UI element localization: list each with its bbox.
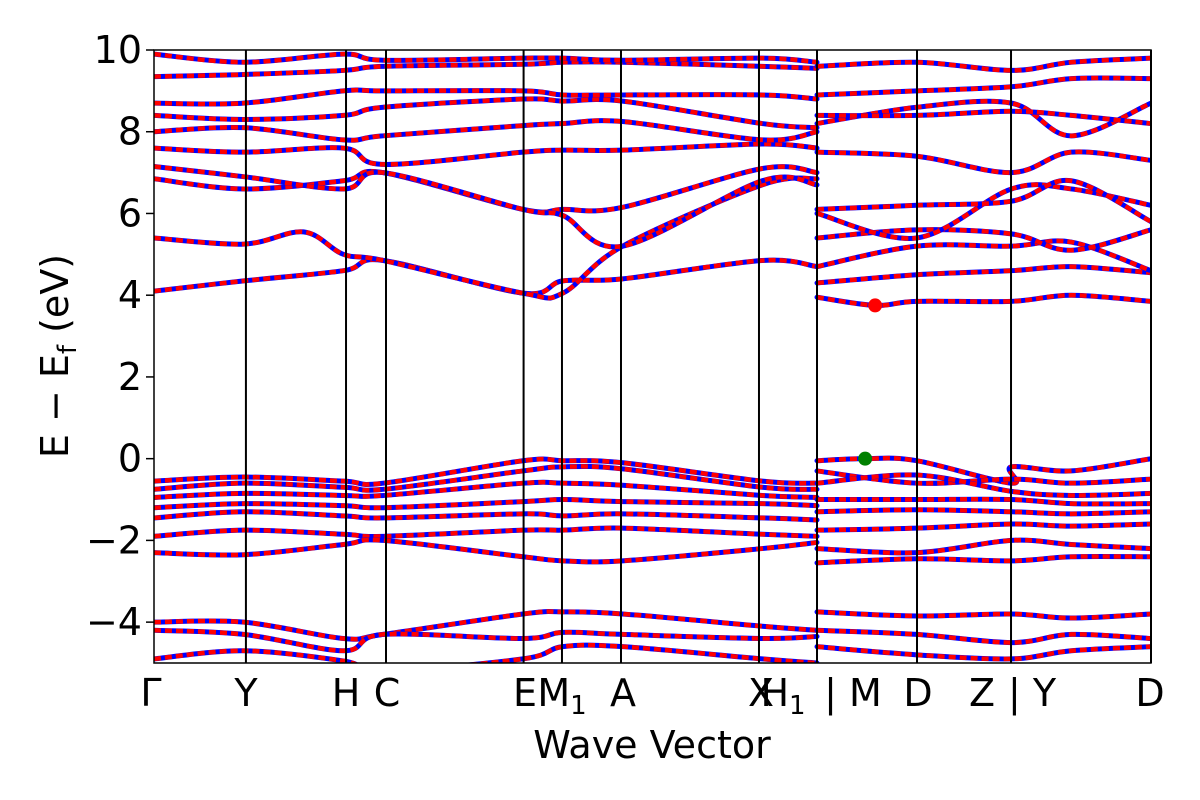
conduction-band-29-spin-up — [154, 59, 818, 79]
xtick-label-6: A — [610, 671, 636, 715]
valence-band-15-spin-up — [816, 521, 1151, 533]
valence-band-14-spin-up — [816, 507, 1151, 517]
conduction-band-32-spin-up — [816, 264, 1151, 286]
vbm-marker — [858, 451, 873, 466]
plot-frame — [153, 49, 1152, 664]
valence-band-16-spin-up — [816, 537, 1151, 556]
xtick-label-11: Z — [969, 671, 995, 715]
y-axis-label-main: E − E — [33, 354, 77, 458]
xtick-label-9: | M — [824, 671, 882, 716]
cbm-marker — [868, 298, 883, 313]
xtick-label-3: C — [374, 671, 401, 715]
conduction-band-33-spin-up — [816, 238, 1151, 273]
bands-layer — [154, 51, 1151, 663]
conduction-band-41-spin-up — [816, 55, 1151, 73]
valence-band-2-spin-up — [154, 479, 818, 500]
band-edge-markers — [858, 298, 883, 466]
conduction-band-39-spin-up — [817, 109, 1151, 126]
xtick-label-7: X — [748, 671, 774, 715]
xtick-label-5: M1 — [537, 671, 586, 721]
xtick-label-2: H — [332, 671, 361, 715]
xtick-label-8: H1 — [760, 671, 805, 721]
xtick-label-1: Y — [233, 671, 258, 715]
conduction-band-27-spin-up — [154, 96, 818, 130]
y-axis-label-subscript: f — [53, 344, 83, 354]
conduction-band-30-spin-up — [154, 51, 818, 65]
valence-band-8-spin-up — [154, 628, 818, 653]
xtick-label-0: Γ — [140, 671, 161, 715]
valence-band-12-spin-up — [816, 472, 1151, 498]
ytick-label-2: 0 — [118, 437, 142, 481]
valence-band-3-spin-up — [154, 497, 818, 511]
ytick-label-1: −2 — [86, 518, 142, 562]
ytick-label-5: 6 — [118, 191, 142, 235]
ytick-label-6: 8 — [118, 110, 142, 154]
valence-band-1-spin-up — [154, 464, 818, 493]
valence-band-18-spin-up — [816, 609, 1151, 621]
ytick-label-7: 10 — [94, 28, 142, 72]
valence-band-13-spin-up — [817, 496, 1151, 507]
y-axis-label-unit: (eV) — [33, 254, 77, 345]
xtick-label-4: E — [513, 671, 537, 715]
conduction-band-35-spin-up — [816, 182, 1151, 241]
valence-band-4-spin-up — [154, 509, 818, 523]
valence-band-19-spin-up — [816, 628, 1151, 645]
valence-band-0-spin-up — [154, 456, 818, 487]
conduction-band-22-spin-up — [154, 175, 818, 301]
xtick-label-5-subscript: 1 — [570, 691, 587, 721]
valence-band-7-spin-up — [154, 609, 818, 642]
conduction-band-40-spin-up — [816, 75, 1151, 98]
ytick-label-0: −4 — [86, 600, 142, 644]
conduction-band-37-spin-up — [816, 149, 1151, 175]
valence-band-9-spin-up — [154, 642, 818, 663]
conduction-band-28-spin-up — [154, 87, 818, 107]
valence-band-6-spin-up — [154, 537, 818, 565]
ytick-label-4: 4 — [118, 273, 142, 317]
x-axis-label: Wave Vector — [533, 723, 771, 767]
high-symmetry-lines — [244, 50, 1152, 663]
valence-band-5-spin-up — [154, 525, 818, 539]
ytick-label-3: 2 — [118, 355, 142, 399]
xtick-label-8-subscript: 1 — [789, 691, 806, 721]
y-axis-label: E − Ef (eV) — [33, 254, 83, 458]
valence-band-20-spin-up — [816, 644, 1151, 662]
conduction-band-38-spin-up — [816, 99, 1151, 139]
conduction-band-26-spin-up — [154, 118, 818, 143]
y-axis-ticks: −4 −2 0 2 4 6 8 10 — [86, 28, 154, 644]
xtick-label-12: | Y — [1008, 671, 1057, 716]
valence-band-17-spin-up — [816, 554, 1151, 566]
conduction-band-36-spin-up — [816, 178, 1151, 224]
conduction-band-24-spin-up — [154, 164, 818, 250]
xtick-label-13: D — [1135, 671, 1164, 715]
xtick-label-10: D — [903, 671, 932, 715]
conduction-band-25-spin-up — [154, 141, 818, 167]
